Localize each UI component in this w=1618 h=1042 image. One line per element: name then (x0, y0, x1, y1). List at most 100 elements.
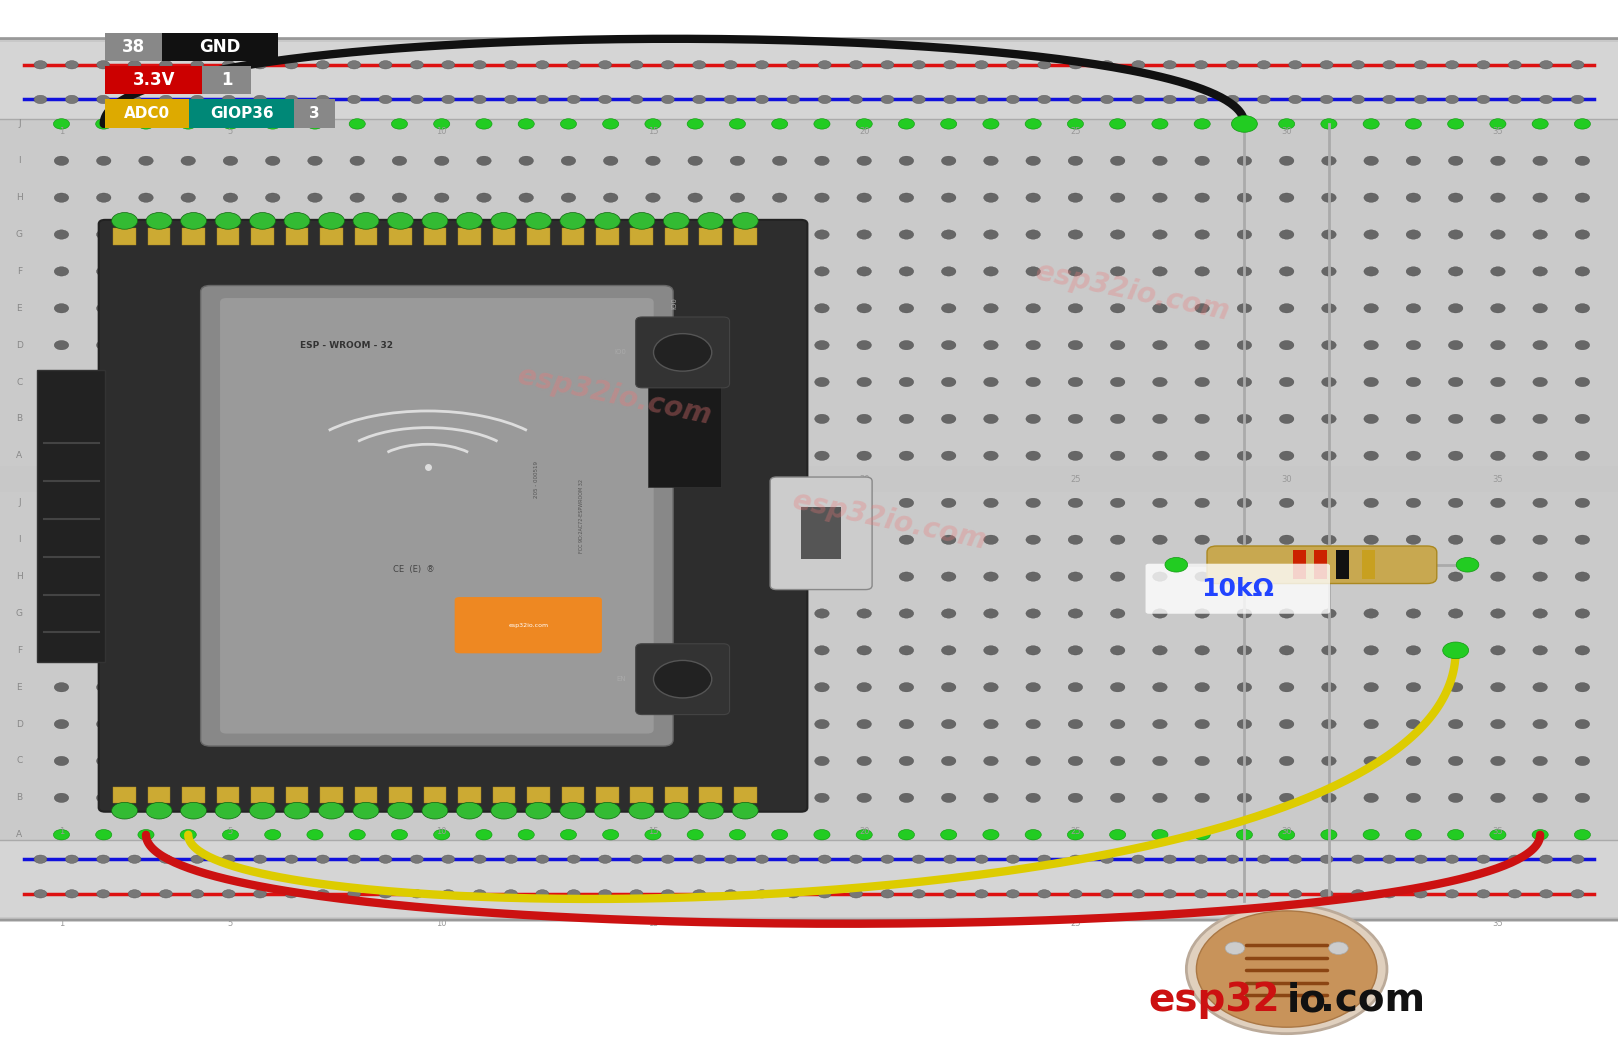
Circle shape (561, 230, 576, 240)
Circle shape (663, 802, 689, 819)
Circle shape (568, 60, 581, 69)
Circle shape (392, 756, 406, 766)
Circle shape (181, 415, 196, 424)
Circle shape (379, 95, 392, 103)
Circle shape (223, 451, 238, 461)
Circle shape (1490, 830, 1505, 840)
Circle shape (1068, 341, 1082, 350)
Circle shape (900, 377, 914, 387)
Circle shape (55, 609, 70, 618)
Circle shape (1574, 415, 1589, 424)
Circle shape (1194, 303, 1209, 313)
Circle shape (1364, 377, 1379, 387)
Circle shape (772, 572, 786, 581)
Circle shape (249, 213, 275, 229)
Circle shape (1280, 535, 1294, 544)
Circle shape (97, 683, 112, 692)
Circle shape (1532, 341, 1547, 350)
Circle shape (265, 609, 280, 618)
Circle shape (1026, 535, 1040, 544)
Circle shape (1194, 830, 1209, 840)
Circle shape (1026, 572, 1040, 581)
Circle shape (772, 719, 786, 728)
Circle shape (1364, 341, 1379, 350)
Circle shape (646, 415, 660, 424)
Circle shape (819, 60, 832, 69)
Circle shape (472, 890, 485, 898)
Circle shape (1508, 855, 1521, 864)
Circle shape (307, 451, 322, 461)
Circle shape (646, 193, 660, 202)
Circle shape (604, 156, 618, 166)
Circle shape (1320, 119, 1336, 129)
Circle shape (526, 213, 552, 229)
Circle shape (942, 267, 956, 276)
Circle shape (422, 213, 448, 229)
Text: EN: EN (616, 676, 626, 683)
Text: A: A (16, 830, 23, 839)
Circle shape (646, 119, 660, 128)
Circle shape (1456, 557, 1479, 572)
Circle shape (422, 802, 448, 819)
Circle shape (1532, 572, 1547, 581)
Circle shape (560, 802, 586, 819)
Circle shape (688, 119, 704, 129)
Circle shape (984, 230, 998, 240)
Circle shape (307, 341, 322, 350)
Circle shape (1320, 890, 1333, 898)
Circle shape (772, 267, 786, 276)
Circle shape (456, 802, 482, 819)
Circle shape (392, 793, 406, 802)
Circle shape (434, 267, 448, 276)
Circle shape (1068, 793, 1082, 802)
Circle shape (814, 377, 828, 387)
Text: 35: 35 (1492, 127, 1503, 135)
Circle shape (1351, 855, 1364, 864)
Circle shape (223, 193, 238, 202)
Circle shape (505, 890, 518, 898)
Circle shape (223, 756, 238, 766)
Circle shape (349, 572, 364, 581)
Circle shape (1280, 609, 1294, 618)
Circle shape (900, 683, 914, 692)
Circle shape (688, 119, 702, 128)
Circle shape (316, 890, 328, 898)
Circle shape (519, 793, 534, 802)
Circle shape (1133, 95, 1146, 103)
Circle shape (1163, 95, 1176, 103)
Circle shape (223, 609, 238, 618)
Circle shape (1280, 646, 1294, 655)
Circle shape (95, 119, 112, 129)
Text: 15: 15 (647, 127, 659, 135)
Circle shape (858, 609, 872, 618)
Circle shape (1574, 756, 1589, 766)
Circle shape (477, 267, 492, 276)
Circle shape (285, 213, 311, 229)
Circle shape (1194, 377, 1209, 387)
Circle shape (730, 829, 746, 840)
Circle shape (139, 193, 154, 202)
Circle shape (646, 341, 660, 350)
Text: J: J (18, 120, 21, 128)
Circle shape (561, 498, 576, 507)
Circle shape (1414, 855, 1427, 864)
Circle shape (725, 890, 738, 898)
Circle shape (1448, 303, 1463, 313)
Circle shape (191, 60, 204, 69)
Circle shape (1152, 119, 1168, 129)
Circle shape (1238, 572, 1252, 581)
Circle shape (1152, 267, 1167, 276)
Circle shape (1532, 609, 1547, 618)
Circle shape (139, 572, 154, 581)
Circle shape (1490, 535, 1505, 544)
Bar (1293, 550, 1306, 579)
Circle shape (349, 829, 366, 840)
Circle shape (181, 756, 196, 766)
Circle shape (984, 683, 998, 692)
Circle shape (1068, 377, 1082, 387)
Circle shape (518, 119, 534, 129)
Text: 30: 30 (1281, 127, 1293, 135)
Circle shape (392, 830, 406, 840)
Circle shape (265, 793, 280, 802)
Circle shape (940, 119, 956, 129)
